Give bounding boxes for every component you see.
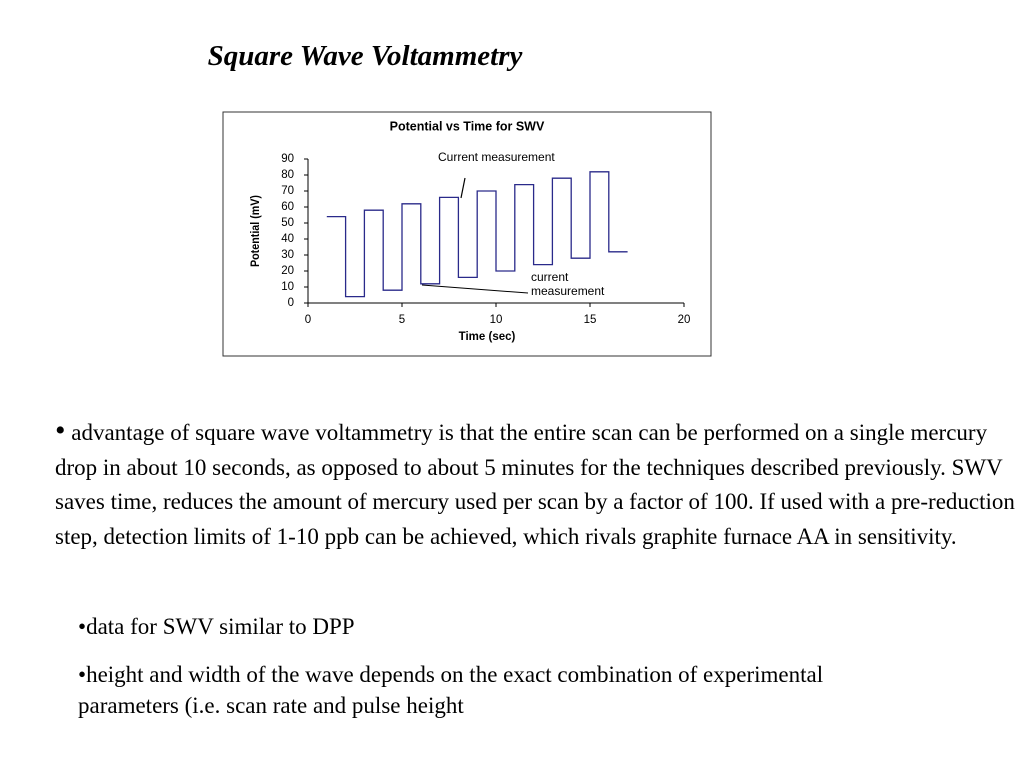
annotation-leader — [421, 284, 529, 294]
sub-bullet: data for SWV similar to DPP — [78, 611, 878, 642]
x-tick-label: 5 — [399, 314, 405, 326]
bullet-paragraph: • advantage of square wave voltammetry i… — [55, 414, 1020, 554]
sub-bullet: height and width of the wave depends on … — [78, 659, 878, 721]
bullet-marker: • — [55, 414, 66, 447]
x-tick-label: 20 — [678, 314, 691, 326]
y-tick-label: 30 — [281, 249, 294, 261]
chart: Potential vs Time for SWV Time (sec) Pot… — [222, 111, 712, 357]
x-axis-label: Time (sec) — [459, 331, 516, 343]
y-tick-label: 60 — [281, 201, 294, 213]
paragraph-text: advantage of square wave voltammetry is … — [55, 420, 1015, 549]
y-tick-label: 90 — [281, 153, 294, 165]
y-tick-label: 80 — [281, 169, 294, 181]
chart-title: Potential vs Time for SWV — [390, 119, 545, 133]
y-tick-label: 50 — [281, 217, 294, 229]
y-axis-label: Potential (mV) — [248, 195, 262, 267]
y-tick-label: 0 — [288, 297, 294, 309]
y-tick-label: 70 — [281, 185, 294, 197]
annotation: Current measurement — [438, 150, 555, 164]
y-tick-label: 20 — [281, 265, 294, 277]
y-tick-label: 40 — [281, 233, 294, 245]
x-tick-label: 0 — [305, 314, 311, 326]
y-tick-label: 10 — [281, 281, 294, 293]
chart-frame — [222, 111, 712, 357]
x-tick-label: 15 — [584, 314, 597, 326]
x-tick-label: 10 — [490, 314, 503, 326]
annotation: current — [531, 270, 569, 284]
slide-title: Square Wave Voltammetry — [207, 40, 523, 72]
annotation-leader — [460, 177, 466, 199]
annotation: measurement — [531, 284, 605, 298]
data-line — [326, 171, 628, 298]
